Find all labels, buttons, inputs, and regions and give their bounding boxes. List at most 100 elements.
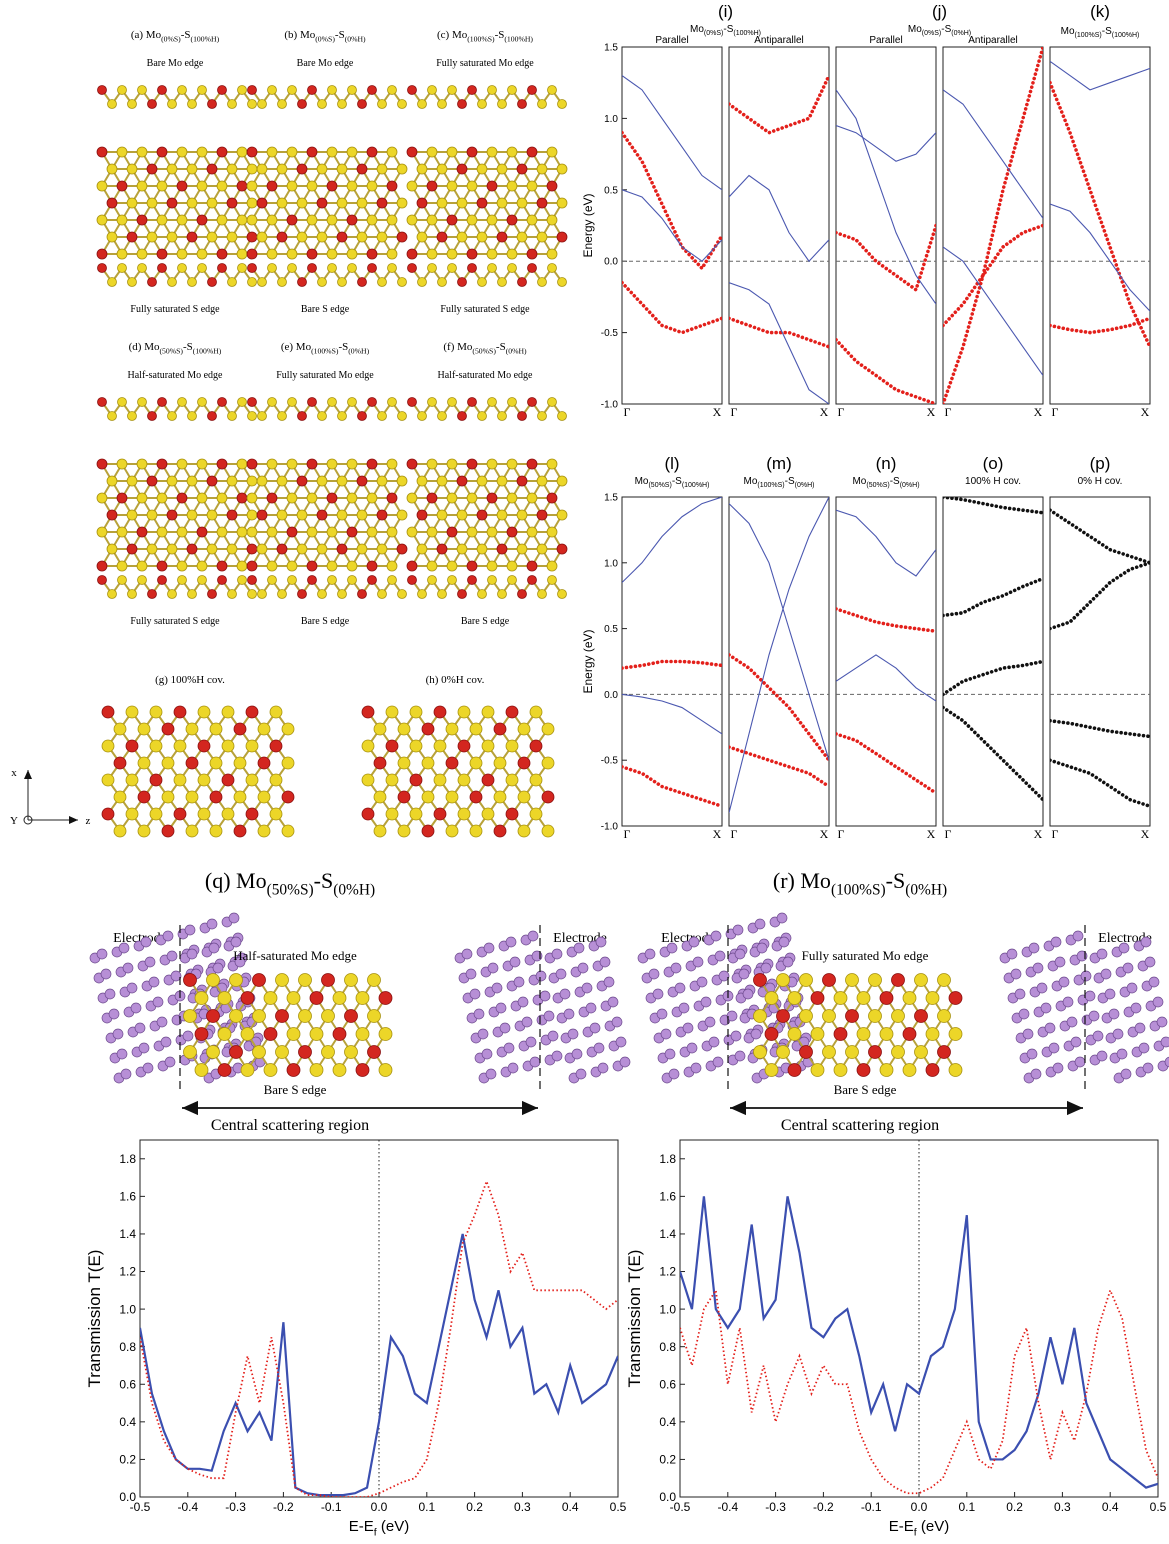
label-part: (0%H) — [345, 34, 366, 43]
atom — [428, 398, 437, 407]
region-label: Central scattering region — [211, 1117, 369, 1134]
atom — [137, 561, 147, 571]
electrode-atom — [157, 1017, 167, 1027]
atom — [147, 476, 157, 486]
atom — [949, 992, 962, 1005]
series-line — [622, 283, 722, 333]
atom — [327, 181, 337, 191]
atomic-structure — [407, 147, 567, 259]
atom — [467, 561, 477, 571]
electrode-atom — [779, 937, 789, 947]
atom — [107, 544, 117, 554]
edge-label: Fully saturated Mo edge — [276, 370, 374, 381]
atom — [407, 249, 417, 259]
atom — [287, 459, 297, 469]
atom — [457, 232, 467, 242]
atom — [234, 825, 246, 837]
series-line — [622, 190, 722, 261]
y-tick-label: 0.0 — [604, 690, 618, 701]
electrode-atom — [131, 1003, 141, 1013]
electrode-atom — [544, 1011, 554, 1021]
atom — [258, 278, 267, 287]
atom — [237, 147, 247, 157]
atom — [348, 576, 357, 585]
spin-label: Parallel — [869, 35, 902, 46]
electrode-atom — [1139, 1043, 1149, 1053]
label-part: (100%S) — [1075, 32, 1102, 39]
atom — [367, 561, 377, 571]
y-tick-label: 1.5 — [604, 43, 618, 54]
label-part: (0%H) — [506, 346, 527, 355]
atom — [114, 825, 126, 837]
atom — [187, 164, 197, 174]
atom — [307, 561, 317, 571]
atom — [328, 264, 337, 273]
atom — [477, 164, 487, 174]
atom — [248, 86, 257, 95]
electrode-atom — [536, 971, 546, 981]
x-tick-label: Γ — [945, 405, 952, 419]
atom — [157, 561, 167, 571]
atom — [557, 544, 567, 554]
atom — [517, 232, 527, 242]
atom — [327, 459, 337, 469]
electrode-atom — [731, 1031, 741, 1041]
label-part: 0% H cov. — [1078, 476, 1123, 487]
atom — [157, 459, 167, 469]
atom — [148, 278, 157, 287]
electrode-atom — [757, 943, 767, 953]
atom — [207, 164, 217, 174]
y-tick-label: 1.4 — [659, 1227, 676, 1241]
atom — [338, 100, 347, 109]
electrode-atom — [167, 951, 177, 961]
atom — [408, 86, 417, 95]
series-line — [1050, 318, 1150, 332]
atom — [257, 232, 267, 242]
edge-label: Bare S edge — [301, 304, 350, 315]
electrode-atom — [683, 1023, 693, 1033]
atom — [282, 791, 294, 803]
atom — [137, 493, 147, 503]
atom — [494, 825, 506, 837]
atom — [397, 198, 407, 208]
atom — [138, 791, 150, 803]
atom — [557, 232, 567, 242]
atom — [949, 1028, 962, 1041]
atom — [195, 992, 208, 1005]
electrode-atom — [121, 1069, 131, 1079]
electrode-atom — [1135, 1023, 1145, 1033]
atom — [328, 398, 337, 407]
atom — [846, 974, 859, 987]
atom — [227, 544, 237, 554]
atom — [418, 278, 427, 287]
atom — [317, 164, 327, 174]
atom — [299, 1010, 312, 1023]
atom — [307, 459, 317, 469]
atom — [276, 974, 289, 987]
atom — [397, 476, 407, 486]
atom — [538, 278, 547, 287]
label-part: -S — [886, 868, 906, 893]
atom — [478, 278, 487, 287]
atom — [422, 723, 434, 735]
series-line — [622, 767, 722, 806]
electrode-atom — [149, 977, 159, 987]
atom — [168, 412, 177, 421]
atom — [410, 774, 422, 786]
atom — [117, 181, 127, 191]
atom — [328, 86, 337, 95]
panel-letter: (p) — [1090, 454, 1111, 473]
atom — [800, 974, 813, 987]
atom — [417, 510, 427, 520]
atom — [238, 398, 247, 407]
atom — [378, 590, 387, 599]
atom — [926, 1064, 939, 1077]
electrode-atom — [229, 913, 239, 923]
atom — [238, 576, 247, 585]
x-axis-label: E-Ef (eV) — [889, 1518, 949, 1539]
electrode-atom — [1041, 1003, 1051, 1013]
electrode-atom — [687, 1043, 697, 1053]
atom — [187, 544, 197, 554]
electrode-atom — [590, 1023, 600, 1033]
electrode-atom — [1033, 963, 1043, 973]
